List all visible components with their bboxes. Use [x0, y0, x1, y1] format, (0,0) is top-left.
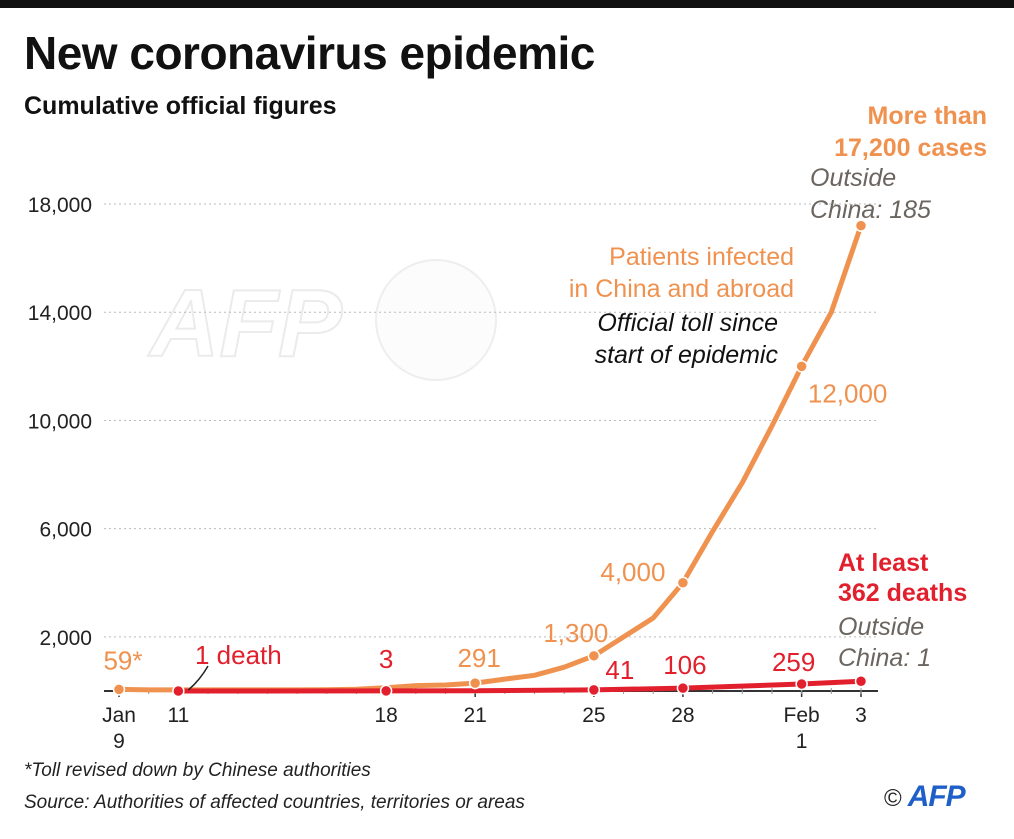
x-tick-label: 11: [167, 704, 189, 727]
deaths-point: [854, 674, 868, 688]
cases-series-label: in China and abroad: [569, 275, 794, 303]
cases-outside-annotation: Outside: [810, 164, 896, 192]
death-leader-line: [187, 665, 209, 691]
x-tick-label: 1: [796, 730, 808, 753]
cases-total-annotation: More than: [868, 102, 987, 130]
copyright-symbol: ©: [884, 785, 902, 812]
cases-point: [112, 683, 126, 696]
page-title: New coronavirus epidemic: [24, 27, 595, 79]
cases-point: [676, 576, 690, 590]
x-tick-label: 28: [671, 704, 694, 727]
page-subtitle: Cumulative official figures: [24, 92, 337, 120]
x-tick-label: 18: [374, 704, 397, 727]
data-label: 59*: [103, 645, 142, 675]
deaths-point: [172, 684, 185, 698]
data-label: 106: [663, 650, 706, 680]
credit: © AFP: [884, 780, 966, 814]
data-label: 259: [772, 647, 815, 677]
footnote: *Toll revised down by Chinese authoritie…: [24, 760, 371, 781]
deaths-point: [676, 681, 690, 695]
afp-logo: AFP: [907, 780, 966, 813]
y-tick-label: 2,000: [39, 627, 92, 650]
cases-series-description: Official toll since: [597, 309, 778, 337]
cases-point: [795, 360, 808, 373]
top-rule: [0, 0, 1014, 8]
cases-point: [587, 649, 601, 663]
data-label: 12,000: [808, 378, 888, 408]
deaths-outside-annotation: Outside: [838, 613, 924, 641]
watermark-logo: AFP: [147, 259, 497, 381]
deaths-outside-annotation: China: 1: [838, 644, 931, 672]
x-tick-label: 25: [582, 704, 605, 727]
x-tick-label: Feb: [784, 704, 820, 727]
deaths-point: [795, 677, 808, 691]
deaths-point: [379, 684, 393, 698]
x-tick-label: 21: [463, 704, 486, 727]
x-tick-label: 9: [113, 730, 125, 753]
data-label: 3: [379, 644, 393, 674]
cases-total-annotation: 17,200 cases: [834, 134, 987, 162]
cases-outside-annotation: China: 185: [810, 196, 931, 224]
x-tick-label: Jan: [102, 704, 136, 727]
cases-series-description: start of epidemic: [595, 341, 779, 369]
deaths-series-line: [175, 678, 864, 694]
cases-point: [854, 219, 868, 232]
y-tick-label: 18,000: [28, 194, 92, 217]
cases-series-label: Patients infected: [609, 243, 794, 271]
data-label: 291: [457, 643, 500, 673]
data-label: 41: [605, 655, 634, 685]
deaths-total-annotation: At least: [838, 549, 929, 577]
y-tick-label: 10,000: [28, 410, 92, 433]
x-tick-label: 3: [855, 704, 867, 727]
watermark-text: AFP: [148, 270, 343, 377]
y-tick-label: 6,000: [39, 519, 92, 542]
y-tick-label: 14,000: [28, 302, 92, 325]
deaths-point: [587, 683, 601, 697]
data-label: 1,300: [543, 618, 608, 648]
cases-point: [468, 676, 482, 690]
watermark-globe: [375, 259, 497, 381]
data-label: 4,000: [600, 557, 665, 587]
data-label: 1 death: [195, 640, 282, 670]
source-note: Source: Authorities of affected countrie…: [24, 792, 525, 813]
deaths-total-annotation: 362 deaths: [838, 579, 967, 607]
